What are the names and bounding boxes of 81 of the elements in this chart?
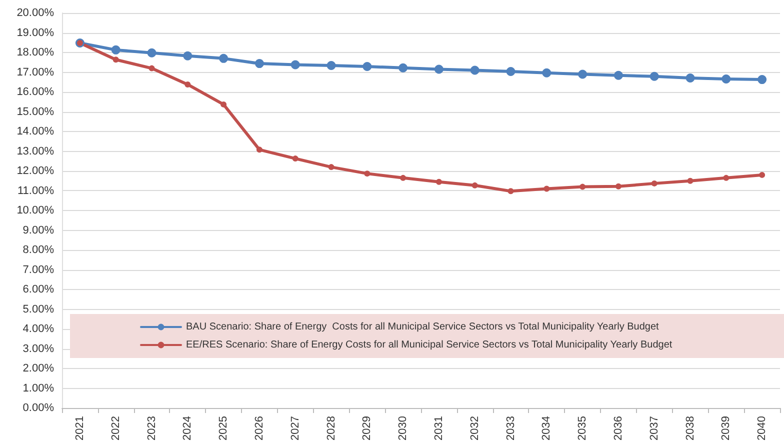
x-tick-label: 2031	[432, 416, 445, 440]
x-tick-label: 2039	[720, 416, 732, 440]
point	[578, 70, 588, 79]
point	[362, 62, 372, 72]
point	[759, 172, 766, 178]
y-tick-label: 10.00%	[16, 204, 54, 216]
y-tick-label: 2.00%	[22, 362, 54, 374]
x-tick-label: 2030	[397, 416, 410, 440]
point	[292, 156, 298, 162]
y-tick-label: 18.00%	[16, 46, 54, 58]
point	[508, 188, 514, 194]
x-tick-label: 2034	[540, 416, 553, 440]
y-tick-label: 7.00%	[22, 264, 54, 276]
point	[254, 59, 264, 68]
point	[400, 174, 406, 181]
x-tick-label: 2033	[504, 416, 517, 440]
point	[147, 48, 156, 58]
y-tick-label: 9.00%	[22, 224, 54, 236]
point	[183, 51, 192, 60]
x-tick-label: 2026	[253, 416, 266, 440]
x-tick-label: 2029	[361, 416, 374, 440]
legend-label: BAU Scenario: Share of Energy Costs for all Municipal Service Sectors vs Total Municipality Yearly Budget	[186, 322, 660, 332]
point	[112, 56, 119, 63]
point	[290, 60, 300, 70]
x-tick-label: 2028	[325, 416, 338, 440]
y-tick-label: 11.00%	[18, 184, 54, 197]
point	[436, 178, 442, 185]
legend-label: EE/RES Scenario: Share of Energy Costs for all Municipal Service Sectors vs Total Municipality Yearly Budget	[186, 340, 672, 350]
x-tick-label: 2038	[684, 416, 696, 440]
point	[615, 183, 622, 190]
point	[544, 186, 550, 192]
point	[506, 66, 516, 76]
point	[650, 72, 659, 81]
x-tick-label: 2040	[756, 416, 768, 440]
y-tick-label: 1.00%	[22, 382, 54, 394]
x-tick-label: 2027	[289, 416, 302, 440]
x-tick-label: 2023	[146, 416, 158, 440]
y-tick-label: 0.00%	[22, 402, 54, 414]
point	[722, 74, 731, 84]
y-tick-label: 19.00%	[16, 26, 54, 39]
point	[220, 101, 227, 108]
point	[687, 178, 694, 184]
point	[614, 70, 623, 80]
y-tick-label: 6.00%	[22, 284, 54, 296]
point	[470, 66, 480, 75]
y-tick-label: 13.00%	[16, 145, 54, 158]
x-tick-label: 2025	[218, 416, 230, 440]
x-tick-label: 2021	[74, 416, 86, 440]
point	[111, 45, 120, 54]
x-tick-label: 2036	[612, 416, 624, 440]
point	[328, 164, 334, 170]
y-tick-label: 3.00%	[22, 342, 54, 355]
y-tick-label: 15.00%	[16, 106, 54, 118]
point	[434, 64, 444, 74]
point	[398, 63, 408, 72]
point	[219, 54, 228, 63]
y-tick-label: 8.00%	[22, 244, 54, 256]
x-tick-label: 2024	[182, 416, 194, 440]
y-tick-label: 4.00%	[22, 323, 54, 335]
y-tick-label: 16.00%	[16, 86, 54, 98]
point	[256, 146, 262, 153]
y-tick-label: 12.00%	[16, 165, 54, 177]
point	[686, 73, 695, 82]
point	[472, 182, 478, 188]
x-tick-label: 2022	[110, 416, 122, 440]
x-tick-label: 2032	[468, 416, 481, 440]
point	[542, 68, 552, 78]
point	[364, 170, 370, 177]
point	[580, 184, 586, 190]
y-tick-label: 20.00%	[16, 7, 54, 19]
point	[723, 174, 730, 181]
point	[758, 75, 767, 84]
x-tick-label: 2035	[576, 416, 589, 440]
y-tick-label: 17.00%	[16, 66, 54, 78]
point	[184, 81, 191, 88]
point	[651, 180, 658, 186]
y-tick-label: 5.00%	[22, 303, 54, 316]
point	[148, 65, 155, 72]
y-tick-label: 14.00%	[16, 126, 54, 138]
point	[326, 61, 336, 70]
x-tick-label: 2037	[648, 416, 660, 440]
